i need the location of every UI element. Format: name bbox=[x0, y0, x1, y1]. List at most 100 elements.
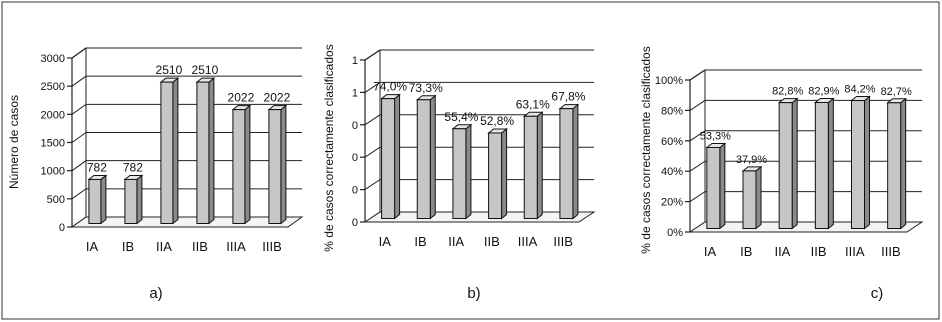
chart-a-gridline bbox=[71, 132, 302, 143]
chart-panel-c: 0% 20% 40% 60% 80% 100% 53,3% IA 37,9% IB 82,8% IIA… bbox=[639, 46, 924, 302]
chart-a-bar-side bbox=[208, 77, 215, 225]
chart-b-x-tick-label: IIIA bbox=[518, 234, 538, 249]
chart-a-x-tick-label: IIIB bbox=[262, 239, 282, 254]
chart-a-bar-side bbox=[100, 174, 107, 225]
chart-b-bar-side bbox=[572, 103, 579, 220]
chart-b-gridline bbox=[364, 146, 594, 158]
chart-a-plot: 0 500 1000 1500 2000 2500 3000 782 IA 782 IB 2510 II… bbox=[41, 47, 304, 254]
chart-c-y-tick-label: 40% bbox=[661, 166, 683, 178]
chart-b-bar bbox=[416, 99, 431, 219]
chart-c-data-label: 82,7% bbox=[881, 86, 912, 98]
chart-a-y-tick-label: 2000 bbox=[41, 109, 65, 121]
chart-b-y-axis-top bbox=[364, 49, 381, 61]
chart-b-y-axis-title: % de casos correctamente clasificados bbox=[322, 44, 336, 251]
chart-c-x-tick-label: IIA bbox=[774, 244, 790, 259]
chart-b-bar-side bbox=[465, 123, 472, 220]
chart-c-bar-side bbox=[900, 97, 907, 230]
chart-a-data-label: 2022 bbox=[264, 91, 291, 105]
chart-a-gridline bbox=[71, 103, 302, 115]
chart-c-gridline bbox=[689, 191, 922, 203]
chart-b-bar bbox=[452, 128, 467, 219]
chart-c-y-tick-label: 0% bbox=[667, 227, 683, 239]
chart-b-data-label: 63,1% bbox=[516, 97, 550, 111]
chart-c-x-tick-label: IIIA bbox=[845, 244, 865, 259]
chart-c-plot: 0% 20% 40% 60% 80% 100% 53,3% IA 37,9% IB 82,8% IIA… bbox=[655, 69, 924, 259]
chart-c-y-axis-title: % de casos correctamente clasificados bbox=[639, 46, 653, 253]
chart-a-y-axis-title: Número de casos bbox=[7, 95, 21, 189]
chart-b-x-tick-label: IIA bbox=[448, 234, 464, 249]
chart-c-x-tick-label: IB bbox=[740, 244, 752, 259]
chart-b-y-tick-label: 0 bbox=[352, 217, 358, 229]
chart-c-y-tick-label: 60% bbox=[661, 136, 683, 148]
chart-a-bar-side bbox=[244, 104, 251, 225]
chart-b-data-label: 52,8% bbox=[480, 114, 514, 128]
chart-a-bar-side bbox=[136, 174, 143, 225]
chart-b-y-tick-label: 0 bbox=[352, 120, 358, 132]
chart-b-y-tick-label: 1 bbox=[352, 55, 358, 67]
chart-b-bar-side bbox=[429, 94, 436, 220]
chart-panel-a: 0 500 1000 1500 2000 2500 3000 782 IA 782 IB 2510 II… bbox=[7, 47, 304, 302]
chart-c-bar-side bbox=[755, 165, 762, 230]
chart-c-gridline bbox=[689, 130, 922, 142]
chart-c-bar bbox=[851, 100, 865, 229]
chart-c-gridline bbox=[689, 160, 922, 172]
chart-c-panel-label: c) bbox=[871, 285, 884, 302]
chart-a-gridline bbox=[71, 160, 302, 172]
chart-a-x-tick-label: IIIA bbox=[226, 239, 246, 254]
chart-a-y-axis-top bbox=[71, 47, 87, 59]
chart-b-data-label: 55,4% bbox=[444, 110, 478, 124]
chart-b-bar-side bbox=[501, 127, 508, 220]
chart-a-bar bbox=[88, 178, 102, 224]
chart-panel-b: 0 0 0 0 1 1 74,0% IA 73,3% IB 55,4% IIA 52,8% IIB 63,1… bbox=[322, 44, 596, 302]
chart-c-data-label: 37,9% bbox=[736, 154, 767, 166]
chart-b-y-tick-label: 0 bbox=[352, 185, 358, 197]
chart-a-gridline bbox=[71, 188, 302, 200]
chart-c-data-label: 82,9% bbox=[808, 85, 839, 97]
chart-a-bar bbox=[232, 109, 246, 224]
chart-b-bar bbox=[523, 115, 538, 219]
chart-c-x-tick-label: IA bbox=[704, 244, 717, 259]
chart-c-bar-side bbox=[827, 97, 834, 230]
chart-b-bar-side bbox=[536, 111, 543, 220]
chart-b-bar bbox=[559, 108, 574, 219]
chart-b-data-label: 73,3% bbox=[409, 81, 443, 95]
chart-b-x-tick-label: IB bbox=[414, 234, 426, 249]
chart-a-y-tick-label: 500 bbox=[47, 194, 65, 206]
chart-a-data-label: 782 bbox=[87, 160, 107, 174]
chart-a-y-tick-label: 1500 bbox=[41, 138, 65, 150]
chart-c-data-label: 53,3% bbox=[700, 130, 731, 142]
chart-c-bar-side bbox=[864, 95, 870, 230]
chart-c-y-tick-label: 20% bbox=[661, 197, 683, 209]
chart-c-y-tick-label: 100% bbox=[655, 75, 683, 87]
chart-b-bar bbox=[381, 98, 396, 219]
chart-c-bar bbox=[778, 102, 793, 229]
chart-b-data-label: 67,8% bbox=[551, 90, 585, 104]
chart-a-x-tick-label: IIA bbox=[156, 239, 172, 254]
chart-b-x-tick-label: IA bbox=[379, 234, 392, 249]
chart-a-data-label: 2510 bbox=[156, 63, 183, 77]
chart-c-gridline bbox=[689, 99, 922, 111]
chart-c-y-tick-label: 80% bbox=[661, 105, 683, 117]
chart-c-x-tick-label: IIB bbox=[811, 244, 827, 259]
chart-a-y-tick-label: 2500 bbox=[41, 81, 65, 93]
chart-b-bar bbox=[488, 132, 503, 220]
chart-a-x-tick-label: IIB bbox=[192, 239, 208, 254]
chart-b-data-label: 74,0% bbox=[373, 80, 407, 94]
chart-b-gridline bbox=[364, 179, 594, 191]
chart-c-data-label: 84,2% bbox=[844, 84, 875, 96]
chart-b-x-tick-label: IIB bbox=[484, 234, 500, 249]
chart-c-bar bbox=[887, 102, 902, 229]
chart-a-y-tick-label: 1000 bbox=[41, 166, 65, 178]
chart-a-bar bbox=[268, 109, 282, 224]
chart-c-bar bbox=[706, 146, 721, 229]
chart-c-bar-side bbox=[719, 142, 726, 230]
chart-b-plot: 0 0 0 0 1 1 74,0% IA 73,3% IB 55,4% IIA 52,8% IIB 63,1… bbox=[352, 49, 596, 249]
chart-a-y-tick-label: 0 bbox=[59, 222, 65, 234]
chart-b-gridline bbox=[364, 81, 594, 93]
chart-b-panel-label: b) bbox=[467, 285, 480, 302]
chart-c-bar bbox=[814, 101, 829, 229]
chart-a-data-label: 782 bbox=[123, 160, 143, 174]
chart-b-y-tick-label: 0 bbox=[352, 152, 358, 164]
chart-a-panel-label: a) bbox=[149, 285, 162, 302]
